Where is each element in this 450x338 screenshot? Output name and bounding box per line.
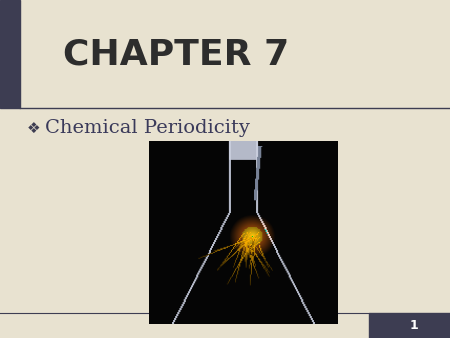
Bar bbox=[0, 0, 20, 108]
Text: CHAPTER 7: CHAPTER 7 bbox=[63, 37, 289, 71]
Text: ❖: ❖ bbox=[27, 121, 40, 136]
Bar bbox=[369, 313, 450, 338]
Text: Chemical Periodicity: Chemical Periodicity bbox=[45, 119, 250, 138]
Text: 1: 1 bbox=[410, 319, 418, 332]
